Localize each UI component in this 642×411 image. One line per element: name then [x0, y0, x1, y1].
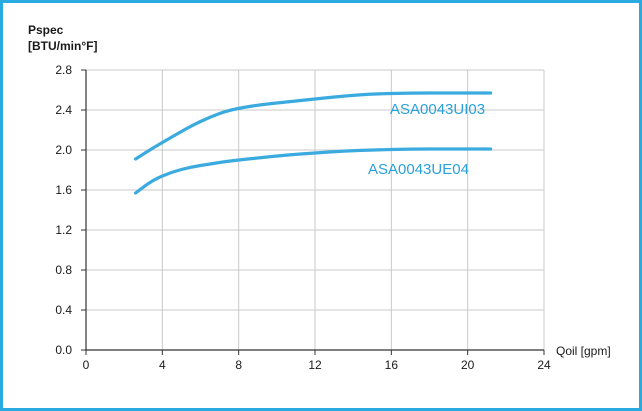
y-tick-label: 0.0: [55, 343, 72, 357]
x-tick-label: 0: [83, 358, 90, 372]
series-lines: [134, 91, 493, 195]
x-tick-label: 12: [308, 358, 322, 372]
y-tick-label: 1.2: [55, 223, 72, 237]
x-tick-label: 4: [159, 358, 166, 372]
y-tick-labels: 0.0 0.4 0.8 1.2 1.6 2.0 2.4 2.8: [55, 63, 72, 357]
series-label-asa0043ui03: ASA0043UI03: [390, 101, 485, 118]
x-tick-labels: 0 4 8 12 16 20 24: [83, 358, 551, 372]
y-tick-label: 2.8: [55, 63, 72, 77]
y-axis-label-line2: [BTU/min°F]: [28, 39, 97, 53]
y-tick-label: 0.8: [55, 263, 72, 277]
x-tick-label: 20: [461, 358, 475, 372]
x-axis-label: Qoil [gpm]: [556, 344, 611, 358]
x-tick-label: 8: [235, 358, 242, 372]
y-tick-label: 2.0: [55, 143, 72, 157]
y-tick-label: 1.6: [55, 183, 72, 197]
series-label-asa0043ue04: ASA0043UE04: [368, 161, 469, 178]
y-tick-label: 0.4: [55, 303, 72, 317]
axes: [81, 69, 545, 355]
x-tick-label: 16: [385, 358, 399, 372]
x-tick-label: 24: [537, 358, 551, 372]
series-line-asa0043ui03: [134, 91, 493, 161]
y-tick-label: 2.4: [55, 103, 72, 117]
series-line-asa0043ue04: [134, 147, 493, 195]
y-axis-label-line1: Pspec: [28, 23, 64, 37]
series-labels: ASA0043UI03 ASA0043UE04: [368, 101, 485, 178]
